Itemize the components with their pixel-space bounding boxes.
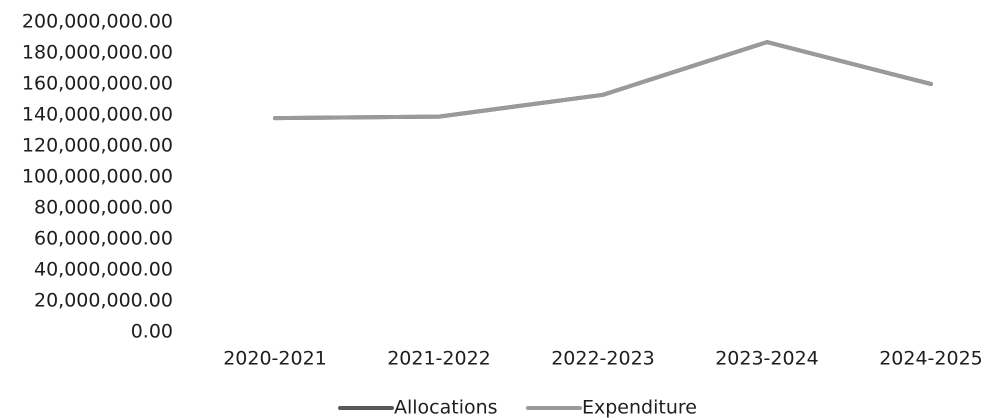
y-tick-label: 20,000,000.00 xyxy=(34,290,173,312)
y-tick-label: 80,000,000.00 xyxy=(34,197,173,219)
y-tick-label: 0.00 xyxy=(131,321,173,343)
y-tick-label: 40,000,000.00 xyxy=(34,259,173,281)
x-axis-ticks: 2020-2021 2021-2022 2022-2023 2023-2024 2024… xyxy=(223,348,983,370)
series-lines xyxy=(273,40,933,121)
y-tick-label: 100,000,000.00 xyxy=(22,166,173,188)
y-tick-label: 140,000,000.00 xyxy=(22,104,173,126)
y-tick-label: 180,000,000.00 xyxy=(22,42,173,64)
y-axis-ticks: 0.00 20,000,000.00 40,000,000.00 60,000,000… xyxy=(22,11,173,343)
y-tick-label: 120,000,000.00 xyxy=(22,135,173,157)
legend-label-allocations: Allocations xyxy=(394,397,498,418)
x-tick-label: 2023-2024 xyxy=(715,348,819,370)
legend-label-expenditure: Expenditure xyxy=(582,397,697,418)
series-line-expenditure xyxy=(273,40,933,121)
y-tick-label: 160,000,000.00 xyxy=(22,73,173,95)
x-tick-label: 2021-2022 xyxy=(387,348,491,370)
y-tick-label: 60,000,000.00 xyxy=(34,228,173,250)
x-tick-label: 2022-2023 xyxy=(551,348,655,370)
series-line-allocations xyxy=(273,40,933,121)
y-tick-label: 200,000,000.00 xyxy=(22,11,173,33)
x-tick-label: 2024-2025 xyxy=(879,348,983,370)
legend: Allocations Expenditure xyxy=(338,397,697,418)
x-tick-label: 2020-2021 xyxy=(223,348,327,370)
